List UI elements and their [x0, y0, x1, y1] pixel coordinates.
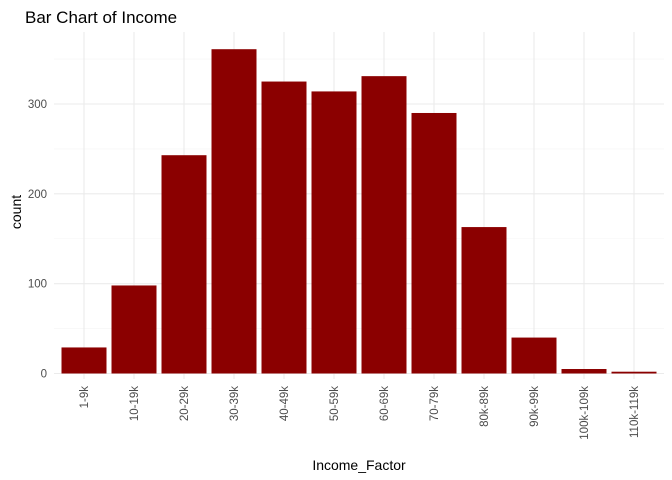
y-tick-label: 0	[41, 369, 47, 381]
y-axis-title: count	[8, 195, 24, 229]
x-tick-label: 10-19k	[129, 386, 141, 421]
bar	[361, 76, 407, 374]
bar	[211, 49, 257, 374]
y-axis-ticks: 0 100 200 300	[28, 99, 47, 381]
bar	[461, 227, 507, 374]
x-tick-label: 50-59k	[329, 386, 341, 421]
x-tick-label: 1-9k	[79, 386, 91, 409]
x-axis-ticks: 1-9k 10-19k 20-29k 30-39k 40-49k 50-59k 60-69k…	[79, 386, 641, 440]
bar	[111, 285, 157, 374]
bar	[611, 371, 657, 374]
x-axis-title: Income_Factor	[312, 457, 406, 473]
x-tick-label: 90k-99k	[529, 386, 541, 427]
bar	[561, 369, 607, 374]
bar	[161, 155, 207, 374]
x-tick-label: 110k-119k	[629, 386, 641, 438]
bar	[261, 81, 307, 374]
x-tick-label: 20-29k	[179, 386, 191, 421]
bar	[411, 112, 457, 374]
x-tick-label: 70-79k	[429, 386, 441, 421]
x-tick-label: 60-69k	[379, 386, 391, 421]
x-tick-label: 80k-89k	[479, 386, 491, 427]
x-tick-label: 30-39k	[229, 386, 241, 421]
y-tick-label: 300	[28, 99, 47, 111]
bar	[511, 337, 557, 374]
y-tick-label: 200	[28, 189, 47, 201]
y-tick-label: 100	[28, 279, 47, 291]
x-tick-label: 100k-109k	[579, 386, 591, 440]
chart-title: Bar Chart of Income	[25, 8, 177, 27]
x-tick-label: 40-49k	[279, 386, 291, 421]
bar	[311, 91, 357, 374]
bar	[61, 347, 107, 374]
bars	[61, 49, 657, 374]
